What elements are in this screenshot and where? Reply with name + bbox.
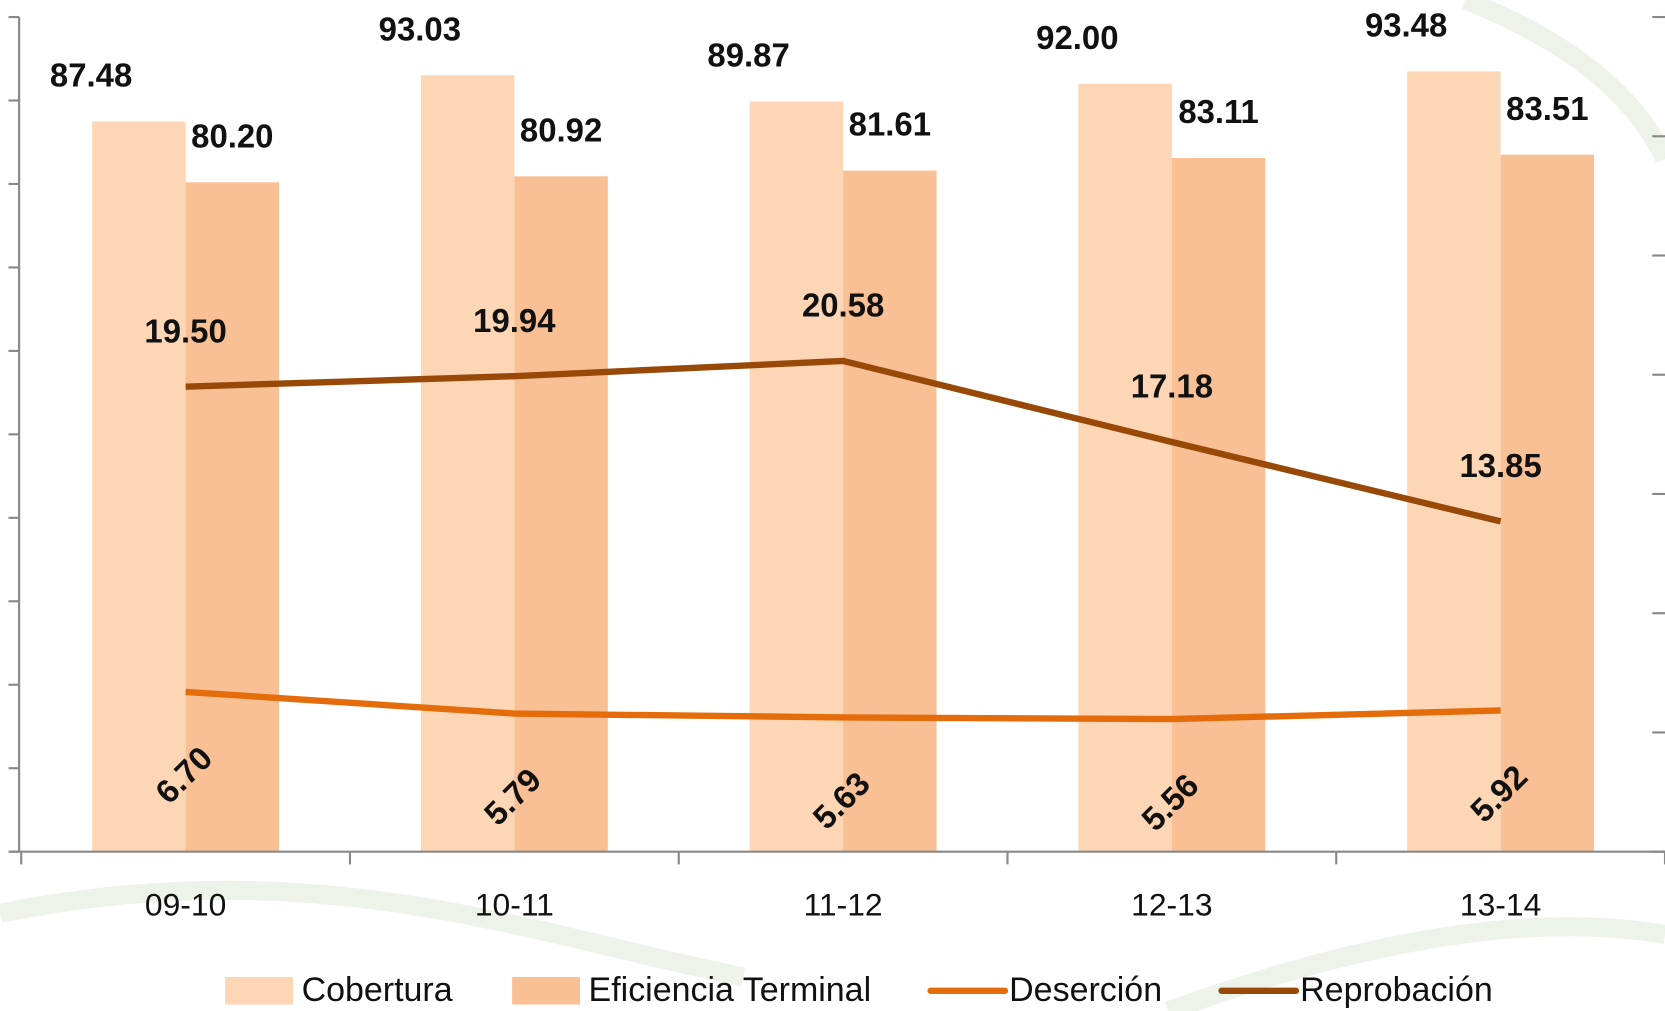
legend-label: Reprobación: [1300, 971, 1493, 1009]
x-tick-label: 10-11: [475, 886, 554, 922]
data-label: 93.03: [379, 10, 461, 47]
bar: [420, 75, 515, 852]
legend-label: Cobertura: [302, 971, 453, 1009]
data-label: 83.51: [1506, 90, 1588, 127]
data-label: 89.87: [707, 37, 789, 74]
x-tick-label: 11-12: [804, 886, 883, 922]
line-series: [185, 688, 1501, 723]
data-label: 92.00: [1036, 19, 1118, 56]
bar: [749, 101, 844, 852]
data-label: 87.48: [50, 57, 132, 94]
bar: [514, 176, 608, 852]
legend-label: Deserción: [1009, 971, 1162, 1009]
bar: [1078, 83, 1172, 852]
x-tick-label: 09-10: [145, 886, 226, 922]
data-label: 80.20: [191, 117, 273, 154]
legend-label: Eficiencia Terminal: [589, 971, 872, 1009]
data-label: 83.11: [1178, 93, 1259, 130]
data-label: 81.61: [849, 106, 931, 143]
data-label: 17.18: [1131, 368, 1213, 405]
data-label: 80.92: [520, 111, 602, 148]
legend-swatch: [225, 976, 294, 1005]
bar: [92, 121, 186, 852]
bar: [1407, 71, 1501, 852]
data-label: 19.94: [473, 302, 556, 339]
x-tick-label: 12-13: [1131, 886, 1212, 922]
line-series: [185, 357, 1502, 525]
bar: [843, 170, 937, 852]
bar: [1171, 158, 1266, 852]
legend-swatch: [512, 976, 581, 1005]
data-label: 20.58: [802, 287, 884, 324]
data-label: 13.85: [1459, 447, 1541, 484]
data-label: 93.48: [1365, 7, 1447, 44]
bar: [185, 182, 280, 852]
x-tick-label: 13-14: [1460, 886, 1541, 922]
bar: [1500, 154, 1595, 852]
data-label: 19.50: [144, 312, 226, 349]
